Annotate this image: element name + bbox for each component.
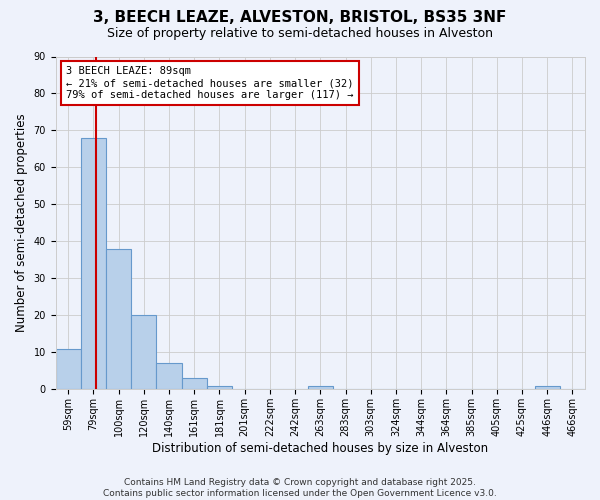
Bar — [157, 364, 182, 390]
Bar — [207, 386, 232, 390]
Text: 3, BEECH LEAZE, ALVESTON, BRISTOL, BS35 3NF: 3, BEECH LEAZE, ALVESTON, BRISTOL, BS35 … — [94, 10, 506, 25]
Text: 3 BEECH LEAZE: 89sqm
← 21% of semi-detached houses are smaller (32)
79% of semi-: 3 BEECH LEAZE: 89sqm ← 21% of semi-detac… — [66, 66, 354, 100]
Bar — [535, 386, 560, 390]
Text: Contains HM Land Registry data © Crown copyright and database right 2025.
Contai: Contains HM Land Registry data © Crown c… — [103, 478, 497, 498]
Y-axis label: Number of semi-detached properties: Number of semi-detached properties — [15, 114, 28, 332]
Text: Size of property relative to semi-detached houses in Alveston: Size of property relative to semi-detach… — [107, 28, 493, 40]
Bar — [81, 138, 106, 390]
Bar — [56, 348, 81, 390]
X-axis label: Distribution of semi-detached houses by size in Alveston: Distribution of semi-detached houses by … — [152, 442, 488, 455]
Bar — [131, 316, 157, 390]
Bar — [308, 386, 333, 390]
Bar — [182, 378, 207, 390]
Bar — [106, 249, 131, 390]
